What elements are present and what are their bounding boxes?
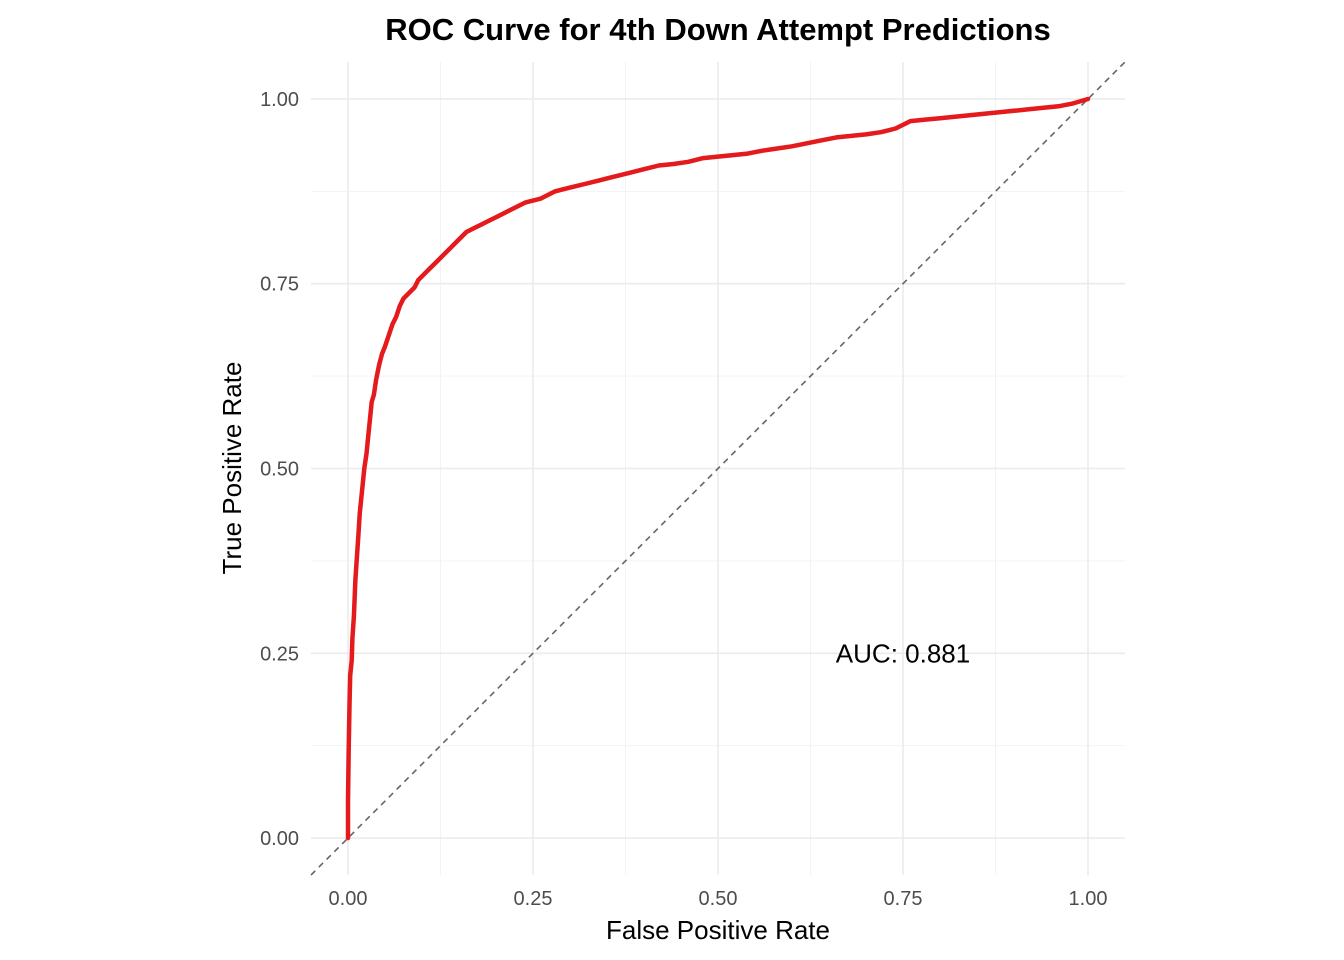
x-tick-label: 0.50 — [699, 888, 738, 910]
x-tick-label: 0.25 — [514, 888, 553, 910]
grid — [311, 62, 1125, 875]
y-tick-label: 0.00 — [260, 828, 299, 850]
chart-title: ROC Curve for 4th Down Attempt Predictio… — [385, 12, 1050, 47]
y-tick-label: 0.50 — [260, 459, 299, 481]
x-tick-label: 0.00 — [329, 888, 368, 910]
y-axis-title: True Positive Rate — [217, 362, 247, 575]
y-tick-label: 0.75 — [260, 274, 299, 296]
tick-labels: 0.00 0.25 0.50 0.75 1.00 0.00 0.25 0.50 0.75 1.00 — [260, 89, 1107, 910]
auc-annotation: AUC: 0.881 — [836, 638, 970, 668]
x-tick-label: 0.75 — [884, 888, 923, 910]
reference-diagonal — [310, 61, 1126, 876]
y-tick-label: 0.25 — [260, 643, 299, 665]
x-tick-label: 1.00 — [1069, 888, 1108, 910]
reference-line — [310, 61, 1126, 876]
x-axis-title: False Positive Rate — [606, 915, 830, 945]
series-layer — [345, 96, 1091, 841]
roc-curve — [345, 96, 1091, 841]
y-tick-label: 1.00 — [260, 89, 299, 111]
